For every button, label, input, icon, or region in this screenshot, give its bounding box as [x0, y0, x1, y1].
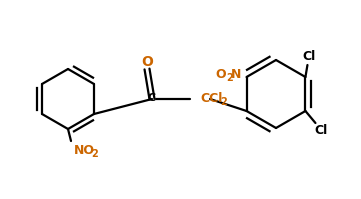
Text: Cl: Cl — [303, 51, 316, 63]
Text: O: O — [215, 68, 226, 82]
Text: Cl: Cl — [315, 125, 328, 138]
Text: 2: 2 — [226, 73, 233, 83]
Text: 2: 2 — [220, 97, 227, 107]
Text: O: O — [141, 55, 153, 69]
Text: N: N — [231, 68, 242, 82]
Text: 2: 2 — [91, 149, 98, 159]
Text: C: C — [148, 93, 156, 103]
Text: CCl: CCl — [200, 92, 222, 104]
Text: NO: NO — [74, 144, 95, 157]
